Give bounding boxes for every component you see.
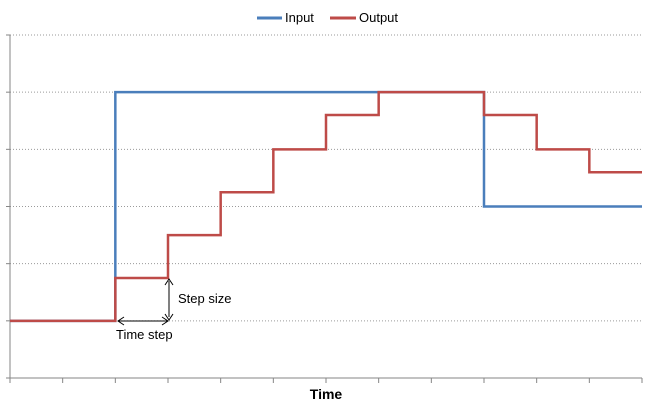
time-step-arrowhead-right — [161, 316, 169, 326]
step-size-label: Step size — [178, 291, 231, 306]
step-size-arrowhead-bottom — [164, 313, 174, 321]
legend-label-output: Output — [359, 10, 398, 25]
legend: Input Output — [257, 10, 398, 25]
time-step-annotation: Time step — [116, 316, 173, 342]
x-axis-label: Time — [310, 386, 343, 402]
time-step-label: Time step — [116, 327, 173, 342]
step-size-arrowhead-top — [164, 278, 174, 286]
legend-label-input: Input — [285, 10, 314, 25]
series-lines — [10, 90, 642, 323]
series-line-input — [10, 90, 642, 323]
x-axis-ticks — [9, 378, 643, 383]
step-size-annotation: Step size — [164, 278, 231, 321]
time-step-arrowhead-left — [117, 316, 125, 326]
series-line-output — [10, 90, 642, 323]
